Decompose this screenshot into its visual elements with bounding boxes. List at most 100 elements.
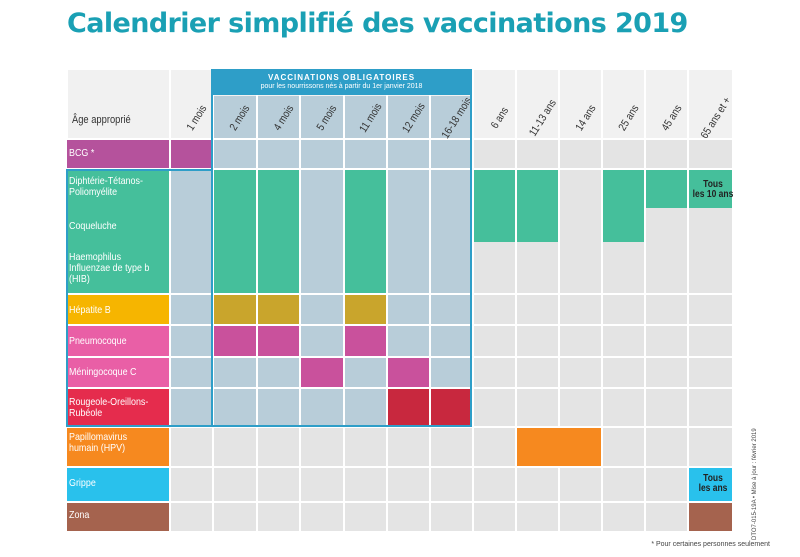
vaccine-label-cell — [67, 326, 169, 356]
dtp-dose-4mois — [258, 170, 299, 293]
grid-cell — [560, 326, 601, 356]
vaccine-label-cell — [67, 295, 169, 324]
hepb-dose-11mois — [345, 295, 386, 324]
grid-cell — [171, 358, 212, 387]
vaccine-label: Rougeole-Oreillons- Rubéole — [69, 396, 149, 419]
grid-cell — [560, 468, 601, 501]
vaccine-label: Hépatite B — [69, 304, 111, 316]
grid-cell — [345, 140, 386, 168]
grid-cell — [646, 358, 687, 387]
hpv-dose-11-14ans — [517, 428, 601, 466]
grid-cell — [689, 295, 732, 324]
dtp-dose-11-13ans — [517, 170, 558, 242]
header-cell — [646, 70, 687, 138]
dtp-dose-65ans — [689, 170, 732, 208]
dtp-dose-6ans — [474, 170, 515, 242]
vaccine-label-cell — [67, 428, 169, 466]
grid-cell — [474, 503, 515, 531]
grid-cell — [431, 140, 472, 168]
grid-cell — [474, 468, 515, 501]
grid-cell — [646, 468, 687, 501]
grid-cell — [474, 358, 515, 387]
grid-cell — [474, 295, 515, 324]
grid-cell — [214, 140, 256, 168]
grid-cell — [517, 140, 558, 168]
grid-cell — [171, 295, 212, 324]
grid-cell — [214, 428, 256, 466]
mening-dose-12mois — [388, 358, 429, 387]
grid-cell — [345, 389, 386, 426]
age-header-label: Âge approprié — [72, 114, 131, 126]
grid-cell — [603, 326, 644, 356]
grid-cell — [474, 389, 515, 426]
grid-cell — [388, 140, 429, 168]
grid-cell — [431, 468, 472, 501]
grid-cell — [301, 468, 343, 501]
pneumo-dose-2mois — [214, 326, 256, 356]
mandatory-banner: VACCINATIONS OBLIGATOIRES pour les nourr… — [212, 70, 471, 95]
header-cell — [68, 70, 169, 138]
vaccine-label-cell — [67, 140, 169, 168]
grid-cell — [214, 358, 256, 387]
vaccine-label: Grippe — [69, 477, 96, 489]
grid-cell — [603, 428, 644, 466]
grippe-dose-65ans — [689, 468, 732, 501]
page-title: Calendrier simplifié des vaccinations 20… — [67, 8, 688, 39]
vaccine-label-cell — [67, 170, 169, 293]
grid-cell — [258, 140, 299, 168]
grid-cell — [646, 140, 687, 168]
vaccine-label: Pneumocoque — [69, 335, 127, 347]
vaccine-label-cell — [67, 503, 169, 531]
header-mandatory-cell — [345, 96, 386, 138]
grid-cell — [474, 428, 515, 466]
grid-cell — [560, 358, 601, 387]
grid-cell — [301, 389, 343, 426]
header-mandatory-cell — [258, 96, 299, 138]
grid-cell — [171, 428, 212, 466]
footnote: * Pour certaines personnes seulement — [651, 541, 770, 548]
grid-cell — [431, 503, 472, 531]
grid-cell — [603, 389, 644, 426]
dtp-dose-45ans — [646, 170, 687, 208]
grid-cell — [560, 389, 601, 426]
vaccine-label: BCG * — [69, 147, 95, 159]
grid-cell — [517, 389, 558, 426]
grid-cell — [646, 295, 687, 324]
grid-cell — [431, 358, 472, 387]
grid-cell — [171, 170, 212, 293]
update-note: DTO7-015-19A • Mise à jour : février 201… — [752, 428, 758, 540]
grid-cell — [171, 468, 212, 501]
hepb-dose-4mois — [258, 295, 299, 324]
grid-cell — [689, 389, 732, 426]
grid-cell — [258, 503, 299, 531]
dtp-dose-2mois — [214, 170, 256, 293]
hepb-dose-2mois — [214, 295, 256, 324]
grid-cell — [388, 295, 429, 324]
grid-cell — [258, 468, 299, 501]
grid-cell — [560, 295, 601, 324]
dtp-booster-note: Tous les 10 ans — [692, 179, 734, 200]
grid-cell — [214, 468, 256, 501]
header-mandatory-cell — [214, 96, 256, 138]
mandatory-title: VACCINATIONS OBLIGATOIRES — [267, 73, 416, 82]
grid-cell — [345, 468, 386, 501]
grid-cell — [301, 428, 343, 466]
grid-cell — [431, 428, 472, 466]
grid-cell — [517, 468, 558, 501]
grid-cell — [301, 295, 343, 324]
grid-cell — [689, 358, 732, 387]
header-cell — [689, 70, 732, 138]
header-cell — [560, 70, 601, 138]
grid-cell — [214, 503, 256, 531]
grid-cell — [301, 170, 343, 293]
header-mandatory-cell — [431, 96, 472, 138]
grid-cell — [301, 503, 343, 531]
grid-cell — [345, 503, 386, 531]
header-cell — [171, 70, 212, 138]
header-cell — [474, 70, 515, 138]
grid-cell — [388, 428, 429, 466]
grid-cell — [603, 468, 644, 501]
ror-dose-12mois — [388, 389, 429, 426]
grid-cell — [388, 503, 429, 531]
